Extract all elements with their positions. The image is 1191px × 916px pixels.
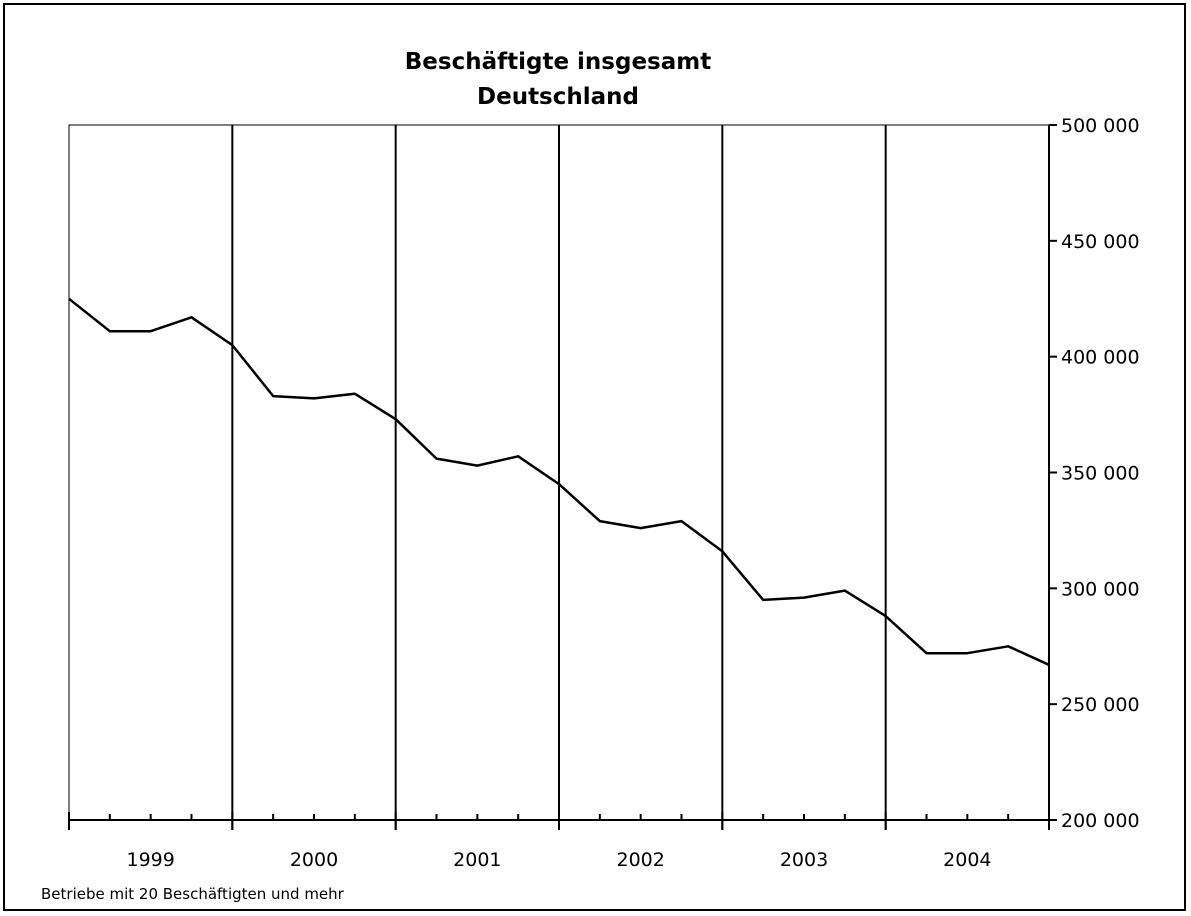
y-tick-label: 250 000 — [1061, 694, 1140, 716]
x-category-label: 2004 — [943, 849, 991, 871]
footnote: Betriebe mit 20 Beschäftigten und mehr — [41, 885, 344, 903]
y-tick-label: 450 000 — [1061, 231, 1140, 253]
chart-subtitle: Deutschland — [477, 84, 639, 110]
x-category-label: 2001 — [453, 849, 501, 871]
y-tick-label: 200 000 — [1061, 810, 1140, 832]
y-tick-label: 350 000 — [1061, 463, 1140, 485]
y-tick-label: 400 000 — [1061, 347, 1140, 369]
x-category-label: 2003 — [780, 849, 828, 871]
y-tick-label: 300 000 — [1061, 578, 1140, 600]
chart-title: Beschäftigte insgesamt — [405, 49, 711, 75]
y-tick-label: 500 000 — [1061, 115, 1140, 137]
x-category-label: 1999 — [126, 849, 174, 871]
line-chart: Beschäftigte insgesamt Deutschland 200 0… — [68, 49, 1140, 871]
x-category-label: 2000 — [290, 849, 338, 871]
chart-frame: Beschäftigte insgesamt Deutschland 200 0… — [3, 3, 1186, 911]
x-category-label: 2002 — [616, 849, 664, 871]
series-line — [68, 297, 1050, 666]
